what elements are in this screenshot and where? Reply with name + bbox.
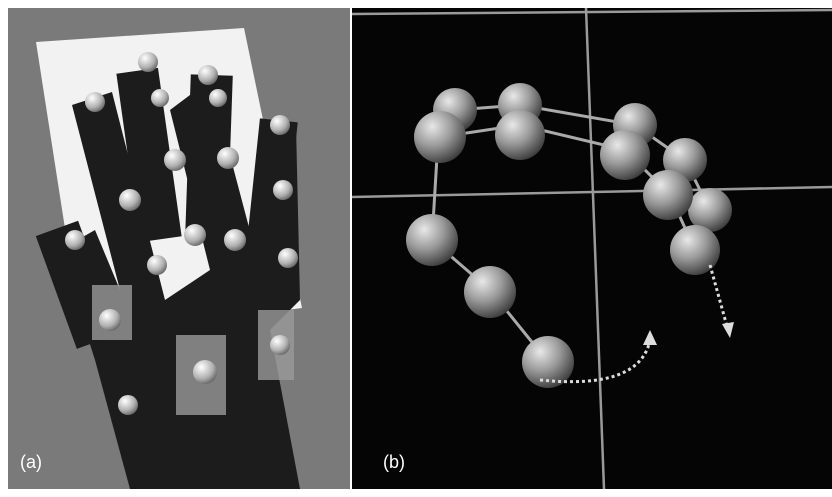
panel-a: (a) (8, 8, 350, 489)
figure: (a) (b) (0, 0, 832, 497)
panel-label: (a) (20, 452, 42, 472)
panel-label: (b) (383, 452, 405, 472)
panel-b: (b) (352, 8, 832, 489)
